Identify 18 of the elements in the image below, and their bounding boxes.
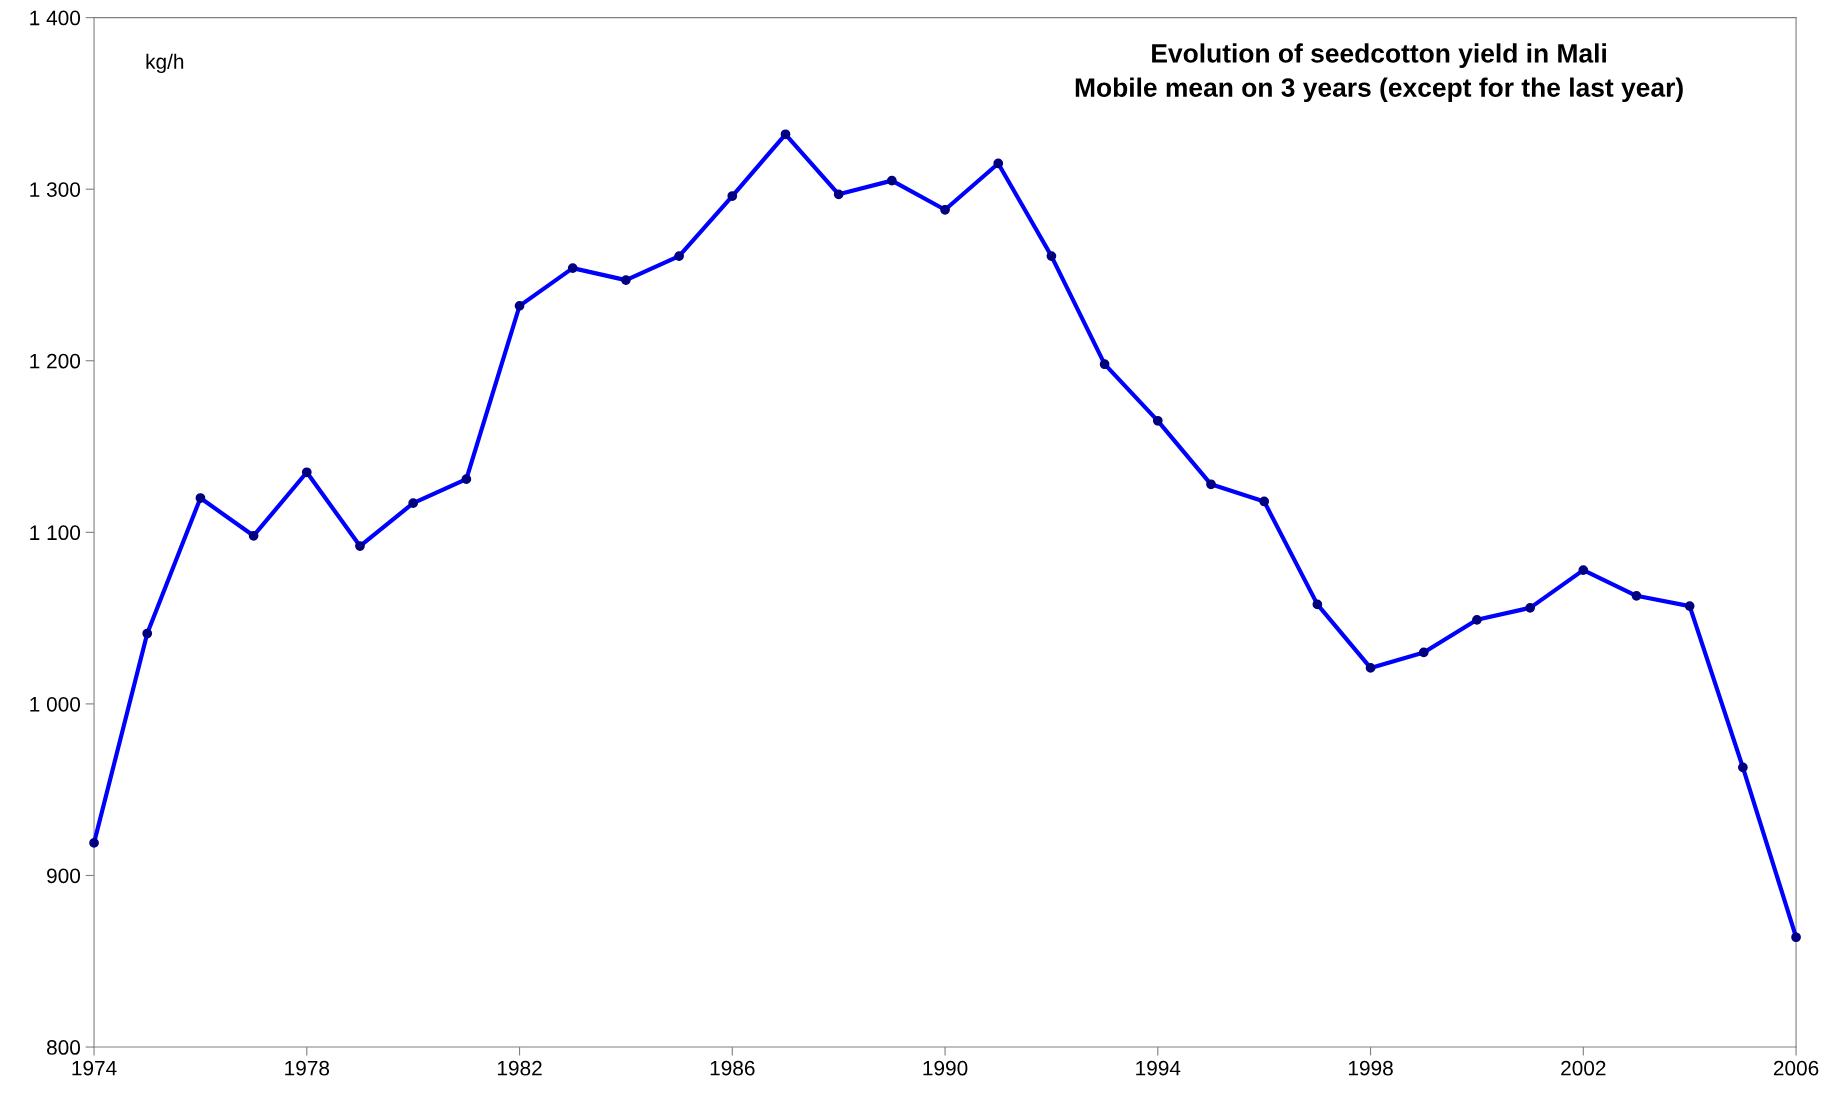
x-tick-label: 1974 — [72, 1060, 117, 1076]
x-tick-label: 1994 — [1136, 1060, 1181, 1076]
y-tick-label: 1 100 — [30, 525, 81, 541]
x-tick-label: 1990 — [923, 1060, 968, 1076]
y-tick-label: 800 — [47, 1040, 81, 1055]
x-tick-label: 1986 — [710, 1060, 755, 1076]
y-tick-label: 900 — [47, 868, 81, 884]
x-tick-label: 2006 — [1773, 1060, 1819, 1076]
x-tick-label: 1998 — [1348, 1060, 1393, 1076]
y-axis-title: kg/h — [146, 53, 184, 74]
y-tick-label: 1 300 — [30, 182, 81, 197]
y-tick-label: 1 200 — [30, 353, 81, 369]
y-tick-label: 1 000 — [30, 696, 81, 712]
y-tick-label: 1 400 — [30, 10, 81, 26]
x-tick-label: 1982 — [497, 1060, 542, 1076]
x-tick-label: 2002 — [1561, 1060, 1606, 1076]
text: Evolution of seedcotton yield in Mali Mobile mean on 3 years (except for the last year) — [1075, 43, 1683, 103]
x-tick-label: 1978 — [285, 1060, 330, 1076]
